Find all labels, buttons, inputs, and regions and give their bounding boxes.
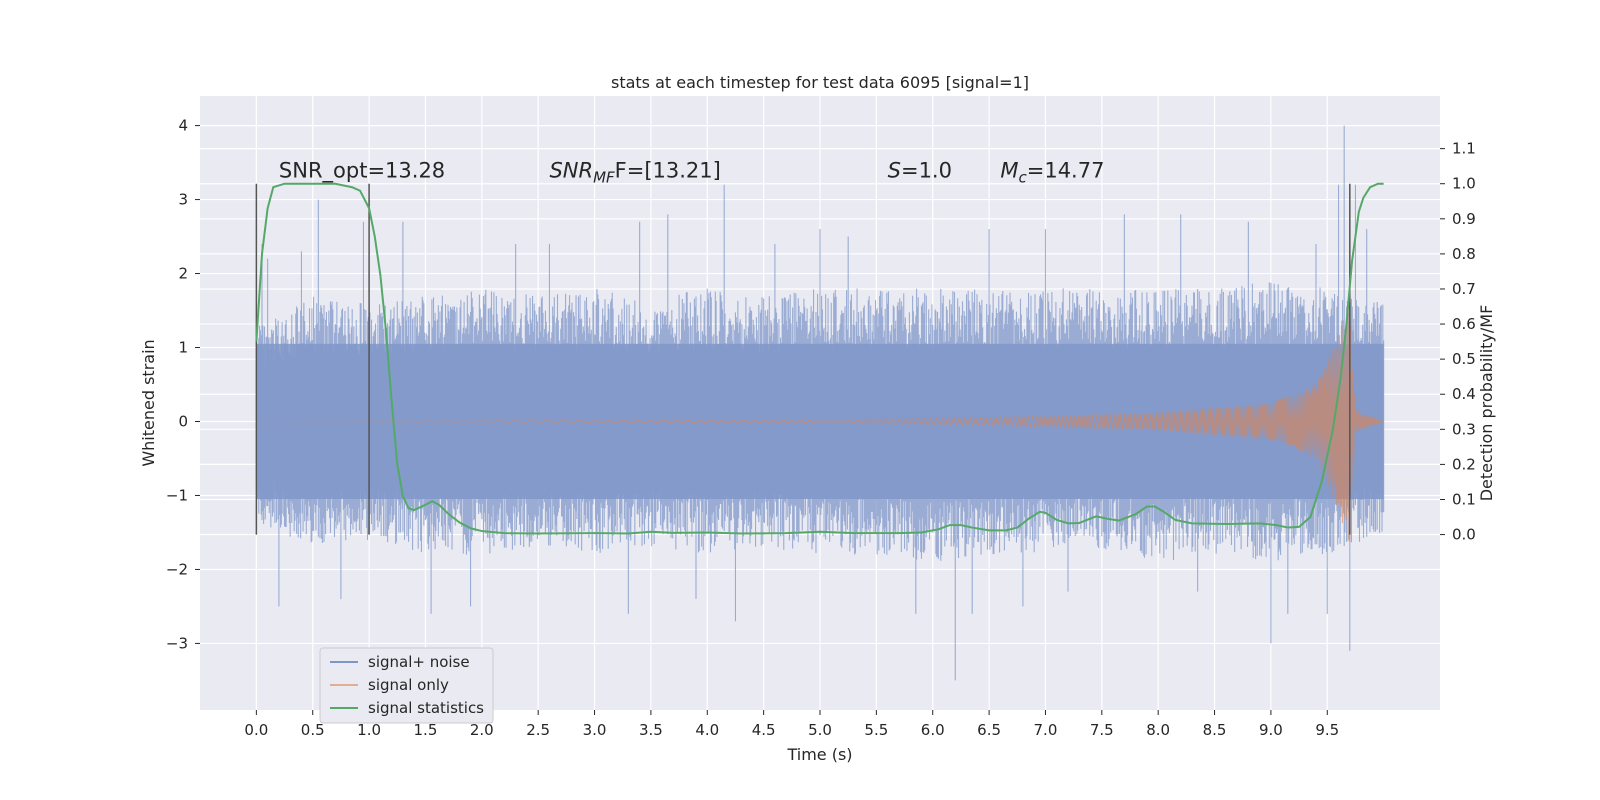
series-signal-statistics <box>255 182 1384 535</box>
y2-tick-label: 0.0 <box>1452 526 1476 544</box>
x-tick-label: 0.0 <box>244 721 268 739</box>
annotation-1: SNRMFF=[13.21] <box>549 158 720 186</box>
annotation-main: SNR <box>549 158 593 182</box>
x-tick-label: 7.0 <box>1034 721 1058 739</box>
annotation-value: F=[13.21] <box>615 158 721 182</box>
x-tick-label: 0.5 <box>301 721 325 739</box>
legend-label-signal-plus-noise: signal+ noise <box>368 653 470 671</box>
x-tick-label: 9.0 <box>1259 721 1283 739</box>
x-tick-label: 8.5 <box>1203 721 1227 739</box>
y2-tick-label: 0.5 <box>1452 350 1476 368</box>
y-tick-label: −2 <box>166 560 188 578</box>
x-axis-ticks: 0.0 0.5 1.0 1.5 2.0 2.5 3.0 3.5 4.0 4.5 5.0 5.5 6.0 6… <box>244 710 1339 739</box>
x-tick-label: 4.0 <box>695 721 719 739</box>
chart-title: stats at each timestep for test data 609… <box>611 73 1029 92</box>
y-axis-label: Whitened strain <box>139 339 158 466</box>
annotation-0: SNR_opt=13.28 <box>279 158 445 183</box>
legend-box <box>319 647 494 724</box>
x-tick-label: 2.0 <box>470 721 494 739</box>
x-tick-label: 5.0 <box>808 721 832 739</box>
y2-axis-ticks: 0.0 0.1 0.2 0.3 0.4 0.5 0.6 0.7 0.8 0.9 1.0 1.1 <box>1440 140 1476 544</box>
y2-tick-label: 0.8 <box>1452 245 1476 263</box>
x-tick-label: 2.5 <box>526 721 550 739</box>
x-tick-label: 3.0 <box>583 721 607 739</box>
y-tick-label: 0 <box>178 412 188 430</box>
x-axis-label: Time (s) <box>786 745 852 764</box>
x-tick-label: 5.5 <box>864 721 888 739</box>
series-signal-only <box>256 299 1384 543</box>
signal-only-trace <box>256 299 1384 543</box>
x-tick-label: 8.0 <box>1146 721 1170 739</box>
y-tick-label: 2 <box>178 265 188 283</box>
y-tick-label: −3 <box>166 634 188 652</box>
y2-tick-label: 0.2 <box>1452 455 1476 473</box>
legend: signal+ noise signal only signal statist… <box>319 647 494 724</box>
annotation-value: =1.0 <box>901 158 952 182</box>
y-tick-label: 4 <box>178 117 188 135</box>
y-tick-label: 1 <box>178 339 188 357</box>
signal-statistics-line <box>255 182 1384 535</box>
y2-tick-label: 0.3 <box>1452 420 1476 438</box>
x-tick-label: 1.5 <box>414 721 438 739</box>
annotation-value: =14.77 <box>1027 158 1105 182</box>
y-tick-label: 3 <box>178 191 188 209</box>
x-tick-label: 6.5 <box>977 721 1001 739</box>
y2-axis-label: Detection probability/MF <box>1477 305 1496 502</box>
annotation-main: M <box>1000 158 1018 182</box>
annotation-subscript: MF <box>593 168 615 186</box>
vertical-markers <box>255 183 1351 535</box>
y2-tick-label: 0.9 <box>1452 210 1476 228</box>
annotation-main: SNR_opt=13.28 <box>279 158 445 183</box>
annotation-subscript: c <box>1018 168 1027 186</box>
legend-label-signal-statistics: signal statistics <box>368 699 484 717</box>
y-axis-ticks: −3 −2 −1 0 1 2 3 4 <box>166 117 200 652</box>
y2-tick-label: 1.0 <box>1452 175 1476 193</box>
annotations: SNR_opt=13.28 SNRMFF=[13.21] S=1.0 Mc=14.77 <box>279 158 1105 186</box>
annotation-2: S=1.0 <box>888 158 952 182</box>
annotation-3: Mc=14.77 <box>1000 158 1104 186</box>
y2-tick-label: 1.1 <box>1452 140 1476 158</box>
y-tick-label: −1 <box>166 486 188 504</box>
x-tick-label: 3.5 <box>639 721 663 739</box>
x-tick-label: 9.5 <box>1315 721 1339 739</box>
y2-tick-label: 0.1 <box>1452 490 1476 508</box>
y2-tick-label: 0.7 <box>1452 280 1476 298</box>
annotation-main: S <box>888 158 901 182</box>
legend-label-signal-only: signal only <box>368 676 449 694</box>
y2-tick-label: 0.4 <box>1452 385 1476 403</box>
x-tick-label: 1.0 <box>357 721 381 739</box>
x-tick-label: 6.0 <box>921 721 945 739</box>
x-tick-label: 7.5 <box>1090 721 1114 739</box>
x-tick-label: 4.5 <box>752 721 776 739</box>
y2-tick-label: 0.6 <box>1452 315 1476 333</box>
